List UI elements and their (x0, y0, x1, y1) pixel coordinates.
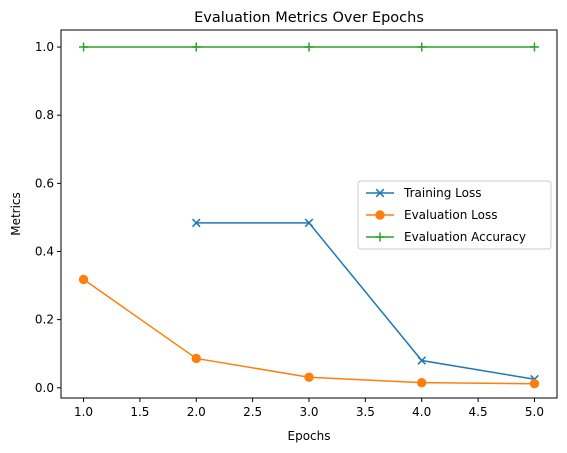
x-tick-label: 4.5 (469, 405, 488, 419)
x-tick-label: 3.0 (299, 405, 318, 419)
x-tick-label: 3.5 (356, 405, 375, 419)
legend-marker (375, 232, 385, 242)
data-point-evaluation-loss (78, 274, 89, 285)
y-tick-label: 1.0 (35, 40, 54, 54)
legend: Training Loss Evaluation Loss Evaluation A… (357, 180, 552, 250)
y-axis: 0.0 0.2 0.4 0.6 0.8 1.0 (35, 40, 61, 395)
x-tick-label: 2.5 (243, 405, 262, 419)
series-evaluation-loss (78, 274, 540, 389)
legend-label: Training Loss (403, 186, 481, 200)
x-axis-label: Epochs (288, 429, 331, 443)
data-point-evaluation-accuracy (191, 42, 201, 52)
legend-item-evaluation-accuracy: Evaluation Accuracy (366, 230, 526, 244)
legend-item-training-loss: Training Loss (366, 186, 481, 200)
y-tick-label: 0.6 (35, 176, 54, 190)
legend-box (357, 180, 552, 250)
y-tick-label: 0.4 (35, 244, 54, 258)
data-point-evaluation-loss (304, 372, 314, 382)
data-point-evaluation-accuracy (417, 42, 427, 52)
y-tick-label: 0.0 (35, 381, 54, 395)
data-point-evaluation-loss (191, 353, 201, 364)
data-point-training-loss (304, 218, 314, 228)
y-axis-label: Metrics (9, 192, 23, 236)
x-tick-label: 4.0 (412, 405, 431, 419)
x-tick-label: 1.0 (74, 405, 93, 419)
series-evaluation-accuracy (79, 42, 539, 52)
x-tick-label: 1.5 (130, 405, 149, 419)
legend-marker (375, 210, 385, 220)
data-point-evaluation-accuracy (529, 42, 539, 52)
data-point-evaluation-loss (417, 377, 427, 388)
series-line-training-loss (196, 222, 535, 380)
y-tick-label: 0.2 (35, 313, 54, 327)
legend-item-evaluation-loss: Evaluation Loss (366, 208, 497, 222)
data-point-training-loss (417, 356, 427, 365)
chart-title: Evaluation Metrics Over Epochs (194, 10, 424, 26)
plot-area (78, 42, 540, 389)
x-tick-label: 2.0 (187, 405, 206, 419)
data-point-evaluation-accuracy (79, 42, 89, 52)
data-point-training-loss (191, 218, 201, 228)
legend-label: Evaluation Accuracy (404, 230, 526, 244)
data-point-evaluation-loss (529, 378, 540, 389)
y-tick-label: 0.8 (35, 108, 54, 122)
legend-marker (375, 188, 385, 198)
legend-label: Evaluation Loss (404, 208, 497, 222)
x-axis: 1.0 1.5 2.0 2.5 3.0 3.5 4.0 4.5 5.0 (74, 398, 544, 419)
data-point-evaluation-accuracy (304, 42, 314, 52)
x-tick-label: 5.0 (525, 405, 544, 419)
